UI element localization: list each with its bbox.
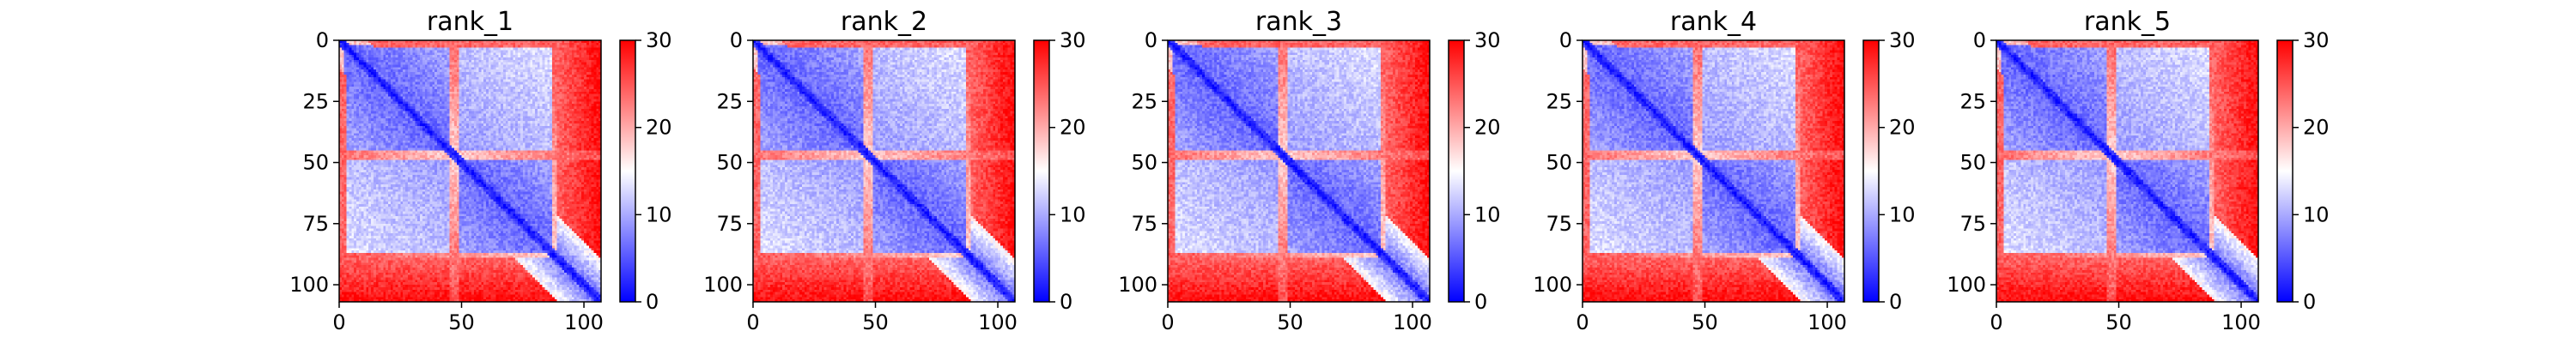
heatmap-cells [339, 40, 602, 303]
